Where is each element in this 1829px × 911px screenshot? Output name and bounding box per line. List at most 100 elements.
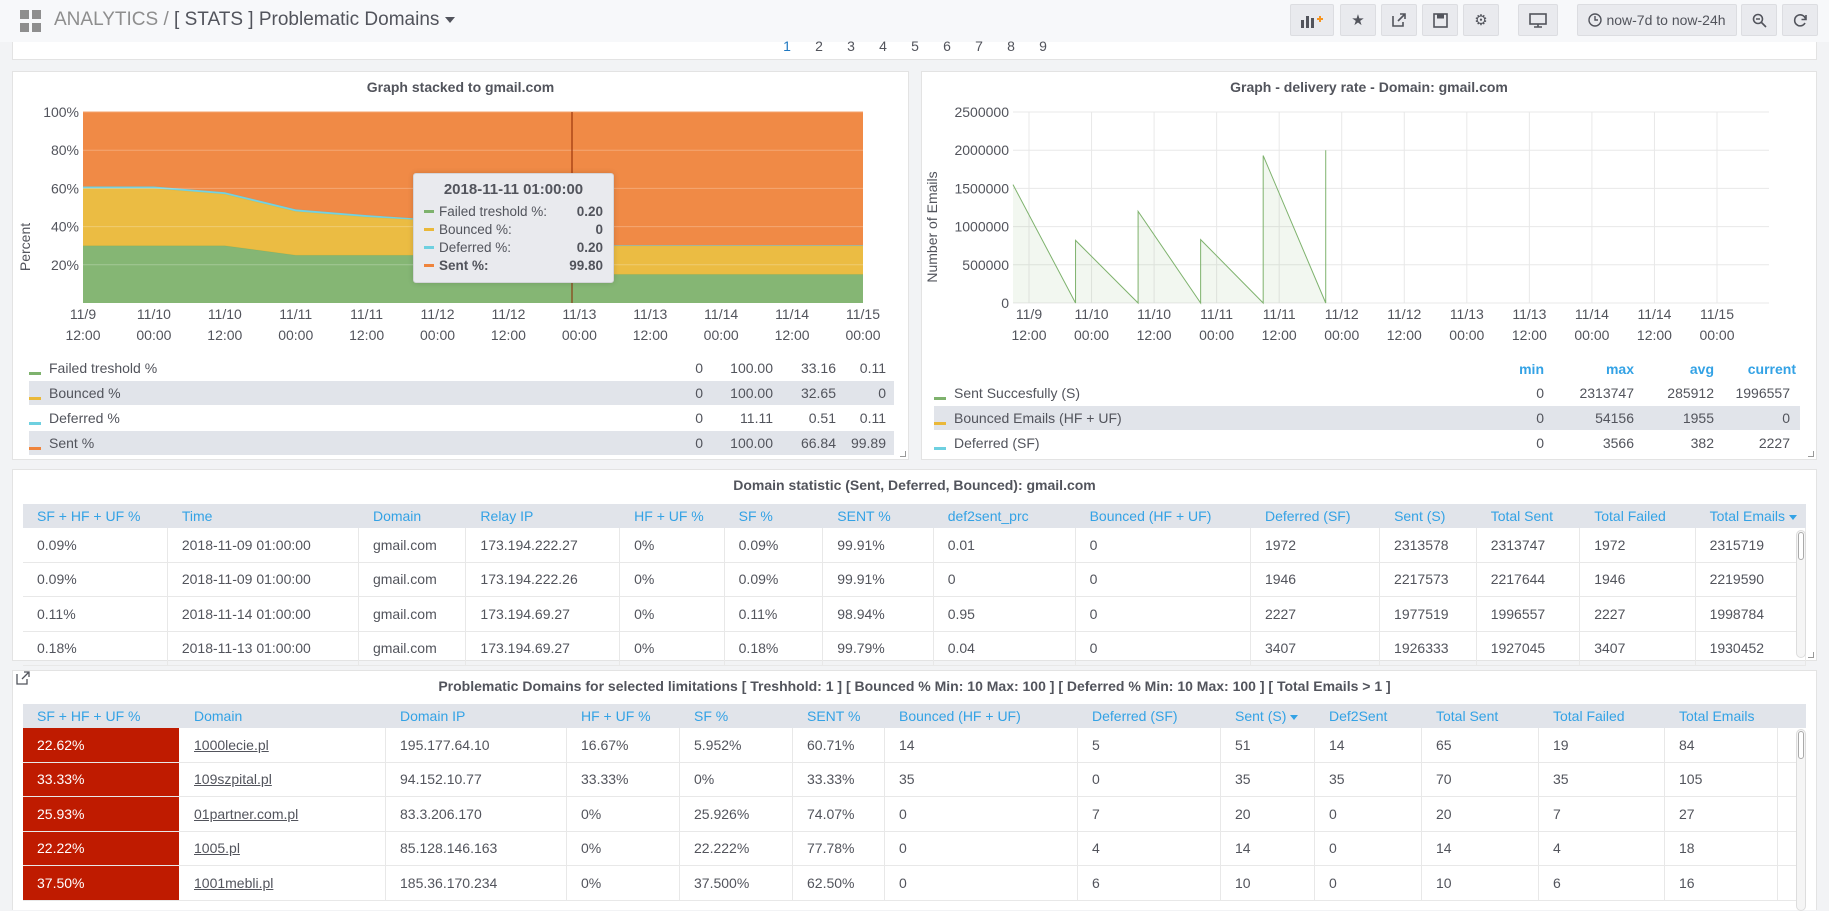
- page-link[interactable]: 1: [783, 38, 791, 54]
- add-panel-button[interactable]: [1290, 4, 1334, 36]
- time-picker-button[interactable]: now-7d to now-24h: [1577, 4, 1737, 36]
- column-header[interactable]: Deferred (SF): [1264, 508, 1351, 524]
- table-cell[interactable]: 1001mebli.pl: [180, 866, 386, 900]
- table-cell: 16.67%: [567, 728, 680, 762]
- column-header[interactable]: SF + HF + UF %: [37, 708, 141, 724]
- table-scrollbar[interactable]: [1796, 530, 1806, 658]
- legend-swatch: [29, 446, 41, 450]
- legend-header-avg[interactable]: avg: [1689, 361, 1714, 377]
- table-cell[interactable]: 1005.pl: [180, 831, 386, 865]
- column-header[interactable]: Domain: [372, 508, 422, 524]
- domain-link[interactable]: 1000lecie.pl: [194, 736, 269, 753]
- legend-header-current[interactable]: current: [1747, 361, 1796, 377]
- column-header[interactable]: SENT %: [837, 508, 891, 524]
- panel-resize-handle[interactable]: [900, 451, 906, 457]
- page-link[interactable]: 4: [879, 38, 887, 54]
- cell-text: 14: [1329, 736, 1345, 753]
- legend-row[interactable]: Deferred (SF) 0 3566 382 2227: [934, 431, 1800, 455]
- dashboard-grid-icon[interactable]: [20, 10, 42, 32]
- column-header[interactable]: Domain IP: [400, 708, 466, 724]
- page-link[interactable]: 3: [847, 38, 855, 54]
- page-link[interactable]: 6: [943, 38, 951, 54]
- dashboard-title[interactable]: [ STATS ] Problematic Domains: [174, 9, 440, 30]
- view-mode-button[interactable]: [1518, 4, 1558, 36]
- legend-series-name[interactable]: Deferred (SF): [954, 435, 1040, 451]
- page-link[interactable]: 7: [975, 38, 983, 54]
- share-button[interactable]: [1381, 4, 1417, 36]
- legend-series-name[interactable]: Sent Succesfully (S): [954, 385, 1081, 401]
- table-scrollbar[interactable]: [1796, 729, 1806, 911]
- page-link[interactable]: 2: [815, 38, 823, 54]
- column-header[interactable]: SENT %: [807, 708, 861, 724]
- external-link-icon[interactable]: [16, 671, 30, 685]
- x-tick-label: 00:00: [704, 327, 739, 343]
- column-header[interactable]: HF + UF %: [634, 508, 704, 524]
- panel-title[interactable]: Problematic Domains for selected limitat…: [438, 678, 1391, 694]
- legend-series-name[interactable]: Bounced %: [49, 385, 121, 401]
- y-tick-label: 1000000: [954, 219, 1009, 235]
- column-header[interactable]: Relay IP: [480, 508, 534, 524]
- delivery-rate-chart[interactable]: 2500000 2000000 1500000 1000000 500000 0 11/9 1…: [922, 100, 1818, 390]
- page-link[interactable]: 8: [1007, 38, 1015, 54]
- column-header[interactable]: Def2Sent: [1329, 708, 1388, 724]
- column-header[interactable]: Sent (S): [1394, 508, 1446, 524]
- star-button[interactable]: ★: [1340, 4, 1376, 36]
- column-header[interactable]: Total Sent: [1436, 708, 1499, 724]
- column-header[interactable]: Bounced (HF + UF): [1089, 508, 1212, 524]
- scrollbar-thumb[interactable]: [1798, 532, 1804, 560]
- column-header[interactable]: HF + UF %: [581, 708, 651, 724]
- table-cell[interactable]: 01partner.com.pl: [180, 797, 386, 831]
- legend-row[interactable]: Bounced % 0 100.00 32.65 0: [29, 381, 894, 405]
- settings-button[interactable]: ⚙: [1463, 4, 1499, 36]
- chevron-down-icon[interactable]: [445, 16, 456, 23]
- column-header[interactable]: Bounced (HF + UF): [899, 708, 1021, 724]
- column-header[interactable]: Total Emails: [1696, 508, 1806, 524]
- legend-header-max[interactable]: max: [1605, 361, 1634, 377]
- page-link[interactable]: 9: [1039, 38, 1047, 54]
- column-header[interactable]: Total Emails: [1679, 708, 1755, 724]
- breadcrumb[interactable]: ANALYTICS / [ STATS ] Problematic Domain…: [54, 9, 456, 31]
- table-cell: 173.194.222.27: [466, 528, 621, 562]
- breadcrumb-folder[interactable]: ANALYTICS: [54, 9, 159, 30]
- legend-series-name[interactable]: Deferred %: [49, 410, 120, 426]
- refresh-button[interactable]: [1782, 4, 1818, 36]
- domain-link[interactable]: 109szpital.pl: [194, 771, 272, 788]
- table-row: 0.09% 2018-11-09 01:00:00 gmail.com 173.194…: [23, 528, 1806, 563]
- page-link[interactable]: 5: [911, 38, 919, 54]
- legend-row[interactable]: Sent Succesfully (S) 0 2313747 285912 199655…: [934, 381, 1800, 405]
- column-header[interactable]: Time: [181, 508, 213, 524]
- column-header[interactable]: def2sent_prc: [947, 508, 1029, 524]
- table-cell[interactable]: 1000lecie.pl: [180, 728, 386, 762]
- column-header[interactable]: Deferred (SF): [1092, 708, 1178, 724]
- domain-link[interactable]: 01partner.com.pl: [194, 805, 299, 822]
- column-header[interactable]: SF + HF + UF %: [37, 508, 141, 524]
- domain-link[interactable]: 1001mebli.pl: [194, 874, 274, 891]
- domain-link[interactable]: 1005.pl: [194, 840, 240, 857]
- column-header[interactable]: Sent (S): [1221, 708, 1315, 724]
- column-header[interactable]: SF %: [738, 508, 773, 524]
- legend-series-name[interactable]: Bounced Emails (HF + UF): [954, 410, 1122, 426]
- column-header[interactable]: Total Failed: [1594, 508, 1666, 524]
- legend-swatch: [424, 209, 434, 213]
- legend-series-name[interactable]: Sent %: [49, 435, 95, 451]
- table-cell[interactable]: 109szpital.pl: [180, 762, 386, 796]
- panel-title[interactable]: Graph stacked to gmail.com: [366, 79, 555, 95]
- zoom-out-button[interactable]: [1741, 4, 1777, 36]
- panel-title[interactable]: Domain statistic (Sent, Deferred, Bounce…: [733, 477, 1096, 493]
- legend-header-min[interactable]: min: [1519, 361, 1544, 377]
- legend-row[interactable]: Failed treshold % 0 100.00 33.16 0.11: [29, 356, 894, 380]
- panel-title[interactable]: Graph - delivery rate - Domain: gmail.co…: [1230, 79, 1508, 95]
- column-header[interactable]: Domain: [194, 708, 243, 724]
- legend-row[interactable]: Bounced Emails (HF + UF) 0 54156 1955 0: [934, 406, 1800, 430]
- save-button[interactable]: [1422, 4, 1458, 36]
- column-header[interactable]: SF %: [694, 708, 729, 724]
- column-header[interactable]: Total Sent: [1490, 508, 1553, 524]
- column-header[interactable]: Total Failed: [1553, 708, 1625, 724]
- legend-row[interactable]: Deferred % 0 11.11 0.51 0.11: [29, 406, 894, 430]
- legend-row[interactable]: Sent % 0 100.00 66.84 99.89: [29, 431, 894, 455]
- panel-resize-handle[interactable]: [1808, 451, 1814, 457]
- scrollbar-thumb[interactable]: [1798, 731, 1804, 759]
- legend-series-name[interactable]: Failed treshold %: [49, 360, 158, 376]
- panel-resize-handle[interactable]: [1808, 652, 1814, 658]
- gear-icon: ⚙: [1474, 12, 1488, 29]
